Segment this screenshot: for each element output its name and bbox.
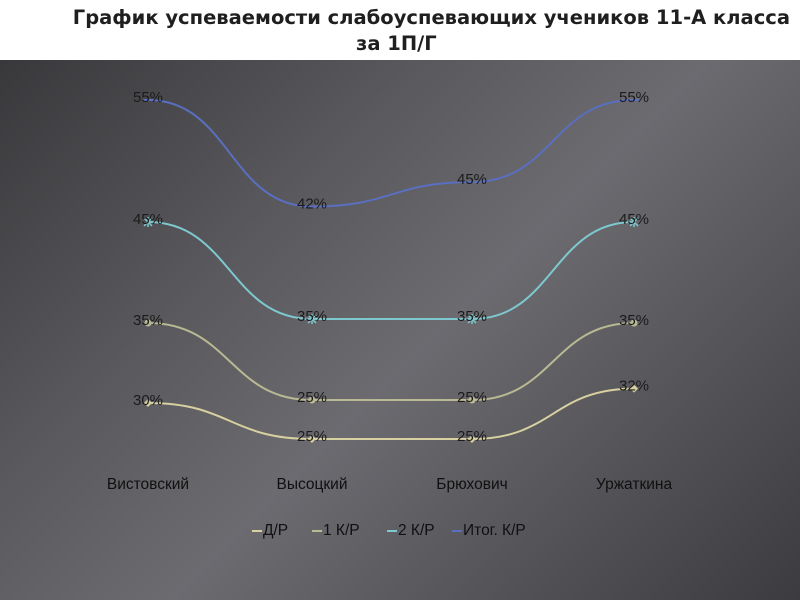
series-line-0 — [147, 387, 635, 441]
series-0-point-1 — [308, 435, 316, 443]
series-0-point-3 — [630, 384, 638, 393]
series-0-point-0 — [144, 399, 152, 407]
data-label: 45% — [457, 171, 487, 188]
chart-title: График успеваемости слабоуспевающих учен… — [72, 6, 790, 29]
data-label: 25% — [297, 389, 327, 406]
data-label: 32% — [619, 378, 649, 395]
series-1-point-3 — [630, 319, 638, 327]
data-label: 30% — [133, 392, 163, 409]
series-0-point-2 — [468, 435, 476, 443]
data-label: 35% — [133, 312, 163, 329]
series-line-2 — [147, 221, 635, 321]
data-label: 45% — [619, 211, 649, 228]
legend-item: 1 К/Р — [312, 522, 360, 539]
legend-label: Итог. К/Р — [463, 522, 526, 539]
x-tick-label: Уржаткина — [596, 476, 673, 493]
legend-item: Д/Р — [252, 522, 288, 539]
x-tick-label: Вистовский — [107, 476, 189, 493]
data-label: 25% — [457, 428, 487, 445]
series-1-point-2 — [468, 396, 476, 404]
chart-subtitle: за 1П/Г — [356, 32, 437, 55]
data-label: 35% — [619, 312, 649, 329]
x-tick-label: Высоцкий — [277, 476, 348, 493]
legend-label: 2 К/Р — [398, 522, 435, 539]
data-label: 42% — [297, 196, 327, 213]
data-label: 45% — [133, 211, 163, 228]
legend-item: Итог. К/Р — [452, 522, 526, 539]
series-2-point-3 — [629, 217, 639, 227]
legend-label: Д/Р — [263, 522, 288, 539]
legend-label: 1 К/Р — [323, 522, 360, 539]
series-1-point-0 — [144, 319, 152, 327]
data-label: 35% — [297, 308, 327, 325]
data-label: 25% — [297, 428, 327, 445]
series-2-point-2 — [467, 314, 477, 324]
series-line-1 — [147, 322, 635, 402]
data-label: 55% — [619, 89, 649, 106]
x-tick-label: Брюхович — [436, 476, 507, 493]
series-line-3 — [147, 99, 635, 208]
series-2-point-1 — [307, 314, 317, 324]
title-bar: График успеваемости слабоуспевающих учен… — [0, 0, 800, 60]
data-label: 55% — [133, 89, 163, 106]
data-label: 25% — [457, 389, 487, 406]
legend-item: 2 К/Р — [387, 522, 435, 539]
series-1-point-1 — [308, 396, 316, 404]
series-2-point-0 — [143, 217, 153, 227]
data-label: 35% — [457, 308, 487, 325]
